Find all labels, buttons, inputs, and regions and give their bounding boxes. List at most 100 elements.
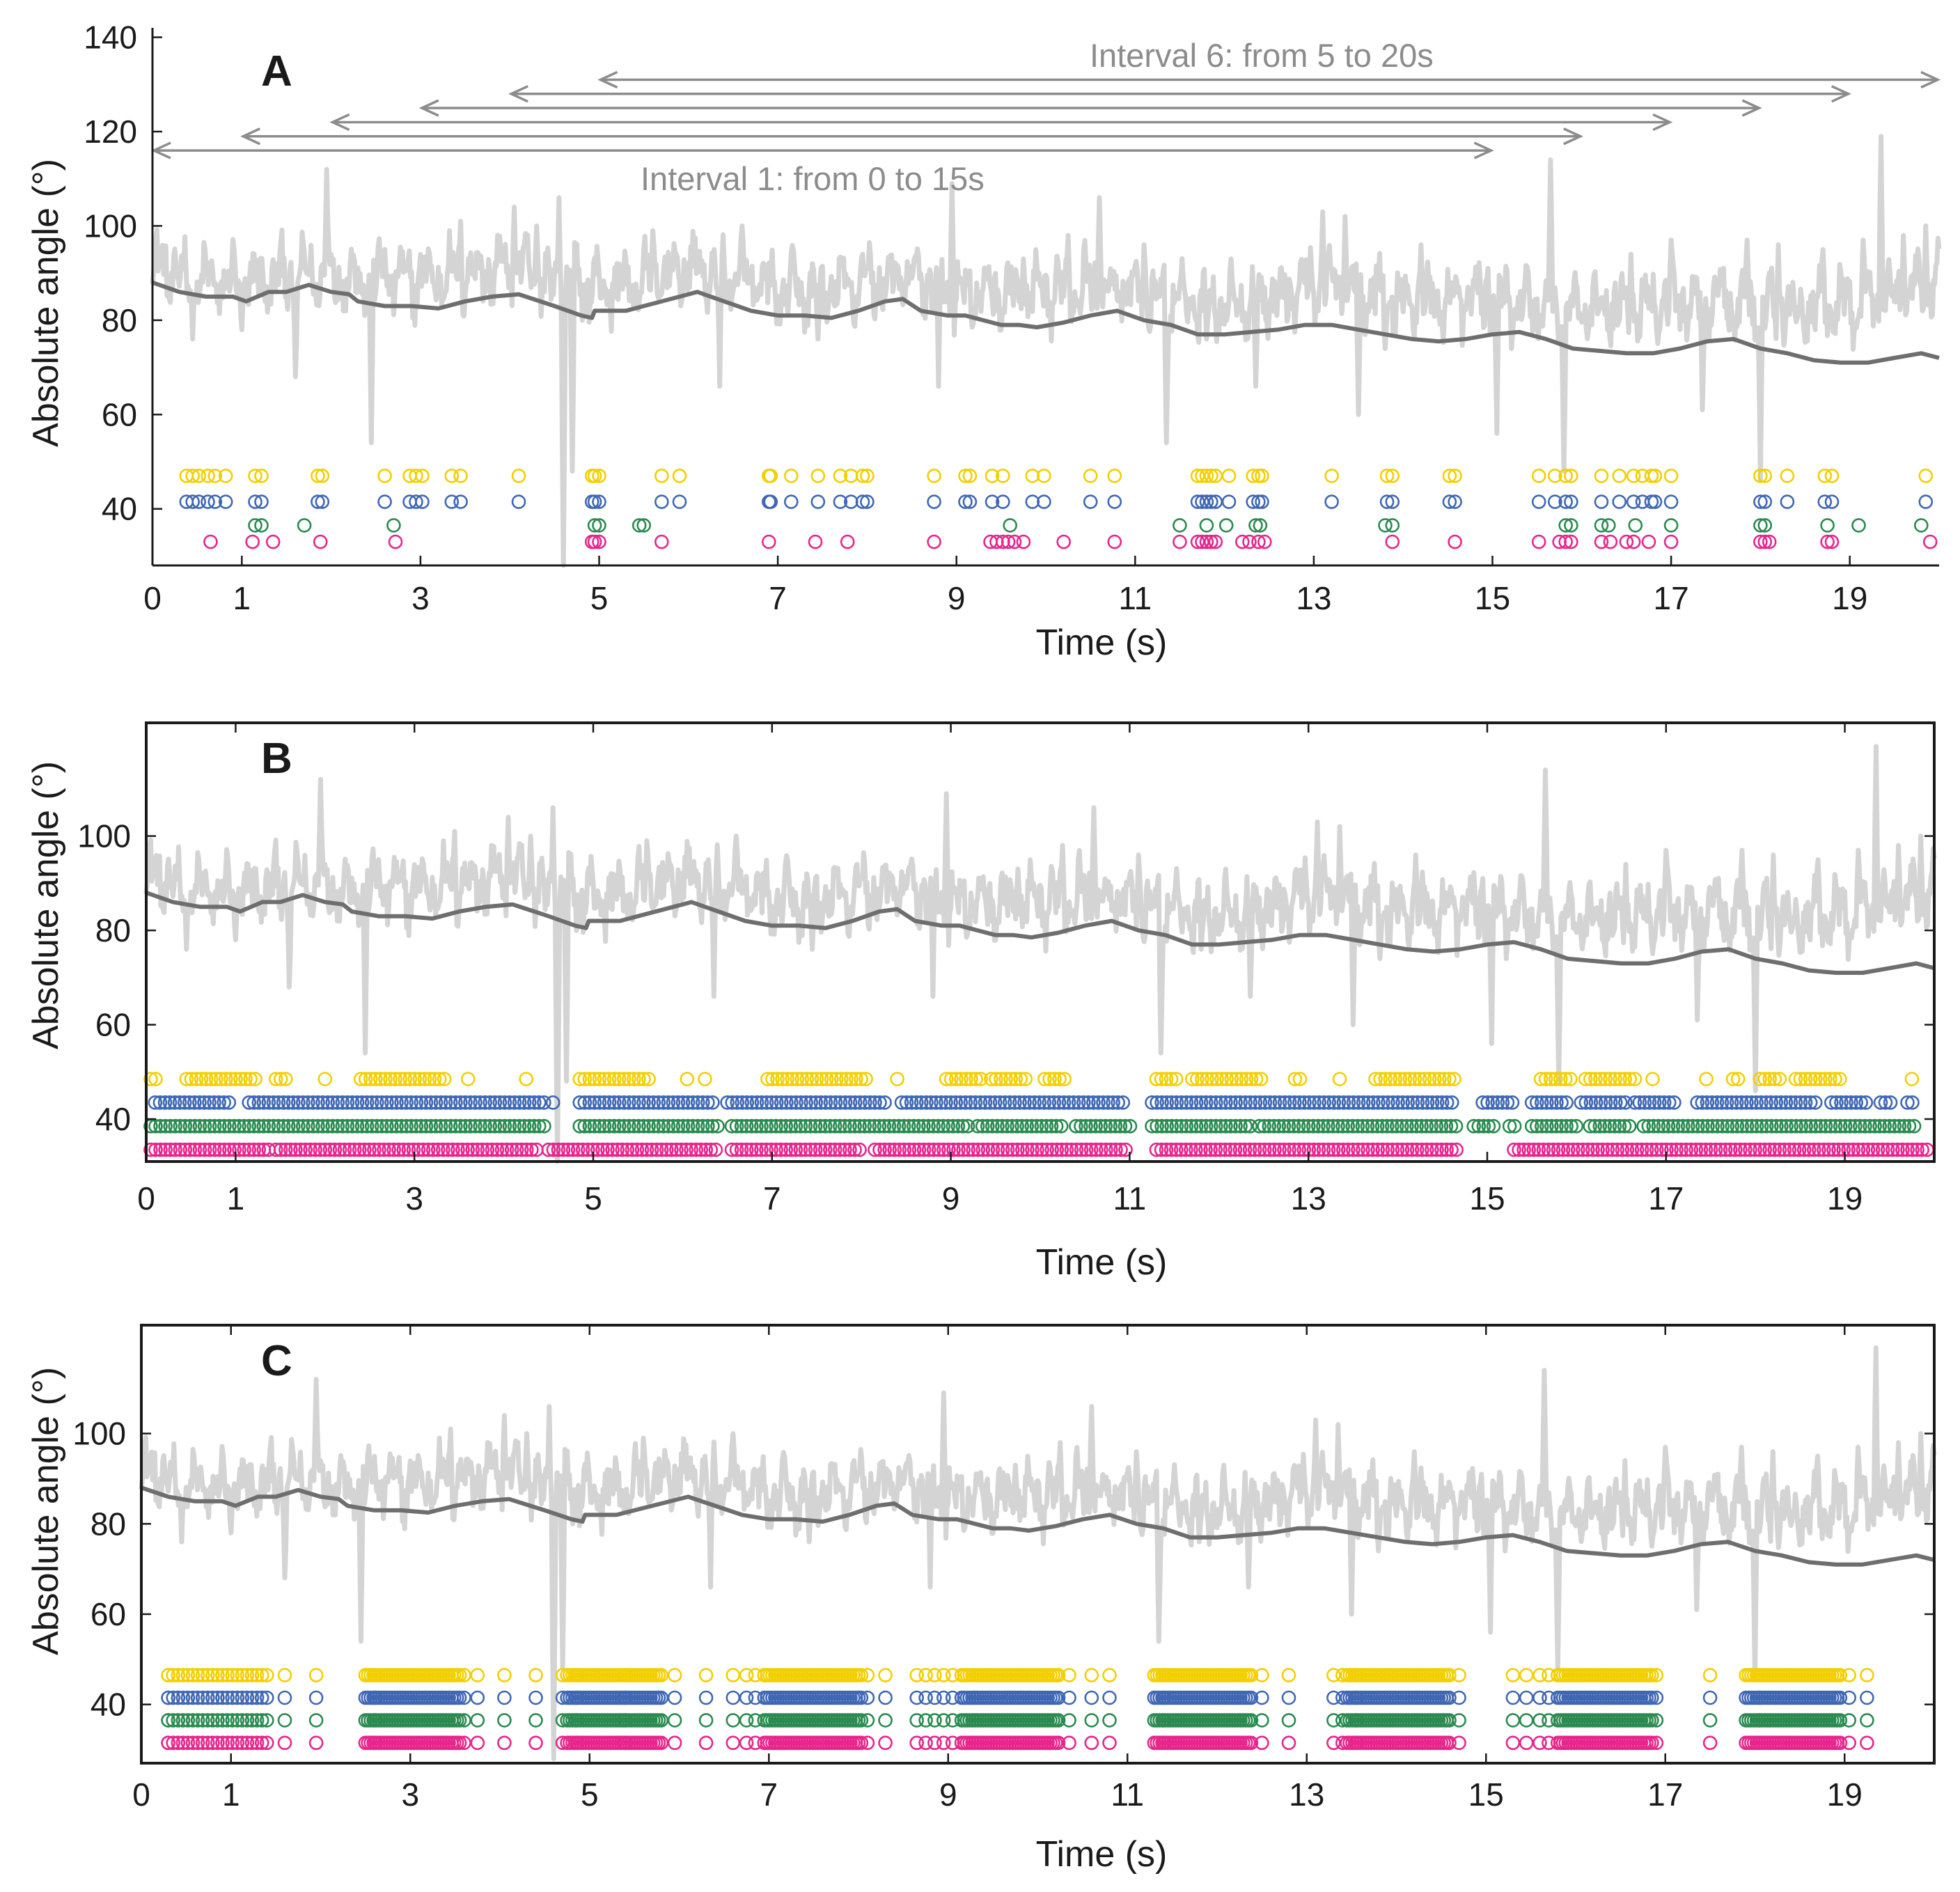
event-marker-green: [1914, 518, 1929, 533]
event-marker-yellow: [1448, 468, 1462, 483]
event-marker-blue: [1174, 1095, 1189, 1110]
event-marker-blue: [1667, 1095, 1681, 1110]
event-marker-blue: [945, 1690, 960, 1705]
event-marker-blue: [763, 494, 778, 509]
event-marker-blue: [404, 1095, 419, 1110]
event-marker-green: [1507, 1118, 1522, 1134]
event-marker-blue: [1051, 1095, 1067, 1110]
event-marker-yellow: [1813, 1072, 1828, 1086]
event-marker-magenta: [989, 534, 1004, 549]
event-marker-yellow: [1402, 1072, 1418, 1086]
event-marker-green: [936, 1713, 951, 1728]
event-marker-magenta: [1113, 1142, 1128, 1157]
event-marker-blue: [201, 494, 215, 509]
event-marker-magenta: [1336, 1142, 1351, 1157]
event-marker-green: [207, 1118, 222, 1134]
event-marker-magenta: [1693, 1142, 1709, 1157]
event-marker-blue: [1608, 1095, 1623, 1110]
event-marker-green: [1103, 1118, 1118, 1134]
event-marker-magenta: [936, 1142, 951, 1157]
event-marker-blue: [1415, 1095, 1430, 1110]
x-tick-label: 7: [769, 580, 787, 616]
event-marker-green: [1326, 1118, 1340, 1134]
event-marker-magenta: [1532, 1735, 1547, 1751]
event-marker-magenta: [708, 1142, 723, 1157]
event-marker-blue: [1179, 1095, 1194, 1110]
event-marker-magenta: [1346, 1142, 1361, 1157]
event-marker-yellow: [1388, 1072, 1402, 1086]
event-marker-green: [1607, 1118, 1622, 1134]
event-marker-magenta: [667, 1735, 682, 1751]
event-marker-green: [1286, 1118, 1301, 1134]
event-marker-green: [187, 1118, 203, 1134]
event-marker-green: [163, 1118, 178, 1134]
event-marker-green: [1248, 518, 1263, 533]
event-marker-blue: [1022, 1095, 1037, 1110]
event-marker-magenta: [897, 1142, 912, 1157]
event-marker-magenta: [1429, 1142, 1444, 1157]
event-marker-green: [1378, 518, 1393, 533]
x-tick-label: 9: [939, 1776, 957, 1813]
event-marker-blue: [1199, 494, 1214, 509]
event-marker-green: [739, 1713, 754, 1728]
event-marker-magenta: [396, 1142, 411, 1157]
event-marker-yellow: [1627, 1072, 1643, 1086]
event-marker-green: [627, 1118, 641, 1134]
event-marker-green: [1764, 1118, 1779, 1134]
event-marker-magenta: [1154, 1142, 1169, 1157]
event-marker-yellow: [1645, 1072, 1660, 1086]
event-marker-magenta: [1079, 1142, 1094, 1157]
event-marker-green: [748, 1713, 763, 1728]
event-marker-magenta: [278, 1142, 293, 1157]
event-marker-blue: [627, 1095, 641, 1110]
event-marker-green: [808, 1118, 823, 1134]
event-marker-magenta: [1420, 1142, 1434, 1157]
event-marker-blue: [808, 1095, 823, 1110]
event-marker-magenta: [1356, 1142, 1370, 1157]
event-marker-magenta: [990, 1142, 1005, 1157]
event-marker-magenta: [833, 1142, 847, 1157]
event-marker-green: [774, 1118, 788, 1134]
event-marker-green: [616, 1118, 632, 1134]
event-marker-yellow: [641, 1072, 656, 1086]
event-marker-green: [202, 1118, 217, 1134]
event-marker-magenta: [1860, 1142, 1876, 1157]
event-marker-magenta: [840, 534, 855, 549]
event-marker-yellow: [1663, 468, 1679, 483]
event-marker-green: [1628, 518, 1643, 533]
event-marker-yellow: [784, 468, 799, 483]
event-marker-blue: [656, 1095, 671, 1110]
event-marker-yellow: [775, 1072, 790, 1086]
event-marker-magenta: [600, 1142, 615, 1157]
event-marker-magenta: [1449, 1142, 1464, 1157]
event-marker-magenta: [1895, 1142, 1910, 1157]
event-marker-magenta: [1536, 1142, 1551, 1157]
event-marker-blue: [1193, 1095, 1209, 1110]
event-marker-green: [350, 1118, 365, 1134]
event-marker-magenta: [1385, 534, 1400, 549]
event-marker-blue: [1251, 494, 1266, 509]
event-marker-green: [1156, 1713, 1171, 1728]
event-marker-yellow: [859, 1072, 873, 1086]
event-marker-yellow: [511, 468, 526, 483]
event-marker-yellow: [1253, 1072, 1269, 1086]
x-tick-label: 3: [401, 1776, 419, 1813]
event-marker-magenta: [470, 1735, 485, 1751]
event-marker-green: [854, 1713, 869, 1728]
event-marker-yellow: [577, 1072, 593, 1086]
event-marker-magenta: [452, 1735, 467, 1751]
event-marker-green: [1779, 1118, 1794, 1134]
event-marker-yellow: [1622, 1072, 1638, 1086]
event-marker-green: [266, 1118, 281, 1134]
event-marker-green: [1734, 1118, 1750, 1134]
event-marker-magenta: [1094, 1142, 1108, 1157]
event-marker-blue: [1111, 1095, 1125, 1110]
event-marker-magenta: [1762, 1142, 1777, 1157]
event-marker-magenta: [1296, 1142, 1312, 1157]
interval-arrow-4: [418, 99, 1762, 117]
event-marker-green: [178, 1118, 193, 1134]
event-marker-yellow: [1378, 1072, 1393, 1086]
event-marker-magenta: [1875, 1142, 1890, 1157]
event-marker-green: [1519, 1713, 1534, 1728]
event-marker-blue: [698, 1690, 714, 1705]
